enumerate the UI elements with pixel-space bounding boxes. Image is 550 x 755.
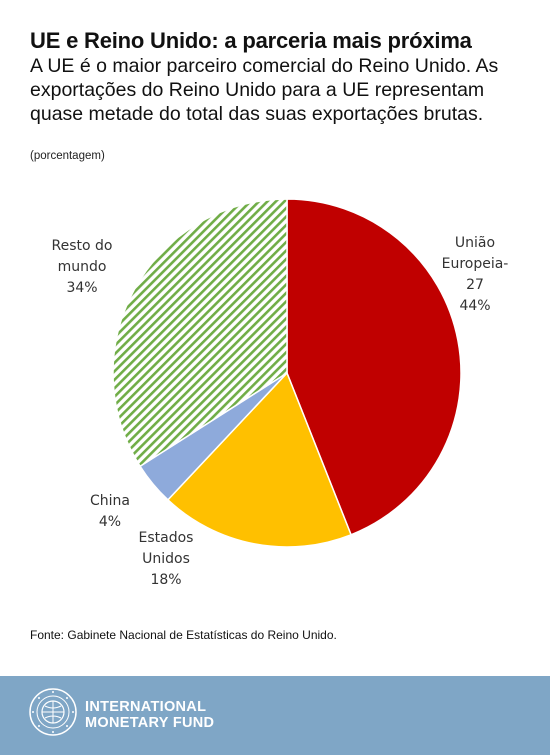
slice-name-line: Estados [139,530,194,546]
slice-label-4: Resto do mundo 34% [52,238,113,296]
imf-wordmark: INTERNATIONAL MONETARY FUND [85,699,214,731]
unit-label: (porcentagem) [30,150,105,162]
slice-value-label: 18% [150,572,181,588]
slice-name-line: Resto do [52,238,113,254]
pie-slice-4 [112,198,288,468]
slice-name-line: Europeia- [442,256,509,272]
slice-name-line: China [90,493,130,509]
slice-name-line: mundo [58,259,107,275]
imf-seal-icon [29,688,77,736]
slice-value-label: 4% [99,514,121,530]
pie-slice-1 [286,198,462,536]
wordmark-line-2: MONETARY FUND [85,715,215,731]
slice-name-line: 27 [466,277,484,293]
footer-bar: INTERNATIONAL MONETARY FUND [0,676,550,755]
slice-label-1: União Europeia- 27 44% [442,235,509,314]
slice-name-line: União [455,235,495,251]
pie-chart: União Europeia- 27 44% Estados Unidos 18% China… [52,198,509,588]
pie-slice-2 [166,371,353,548]
wordmark-line-1: INTERNATIONAL [85,699,207,715]
slice-value-label: 44% [459,298,490,314]
source-note: Fonte: Gabinete Nacional de Estatísticas… [30,628,337,642]
chart-title: UE e Reino Unido: a parceria mais próxim… [30,28,472,53]
chart-subtitle: A UE é o maior parceiro comercial do Rei… [30,55,499,125]
slice-label-2: Estados Unidos 18% [139,530,194,588]
slice-name-line: Unidos [142,551,190,567]
slice-label-3: China 4% [90,493,130,530]
slice-value-label: 34% [66,280,97,296]
